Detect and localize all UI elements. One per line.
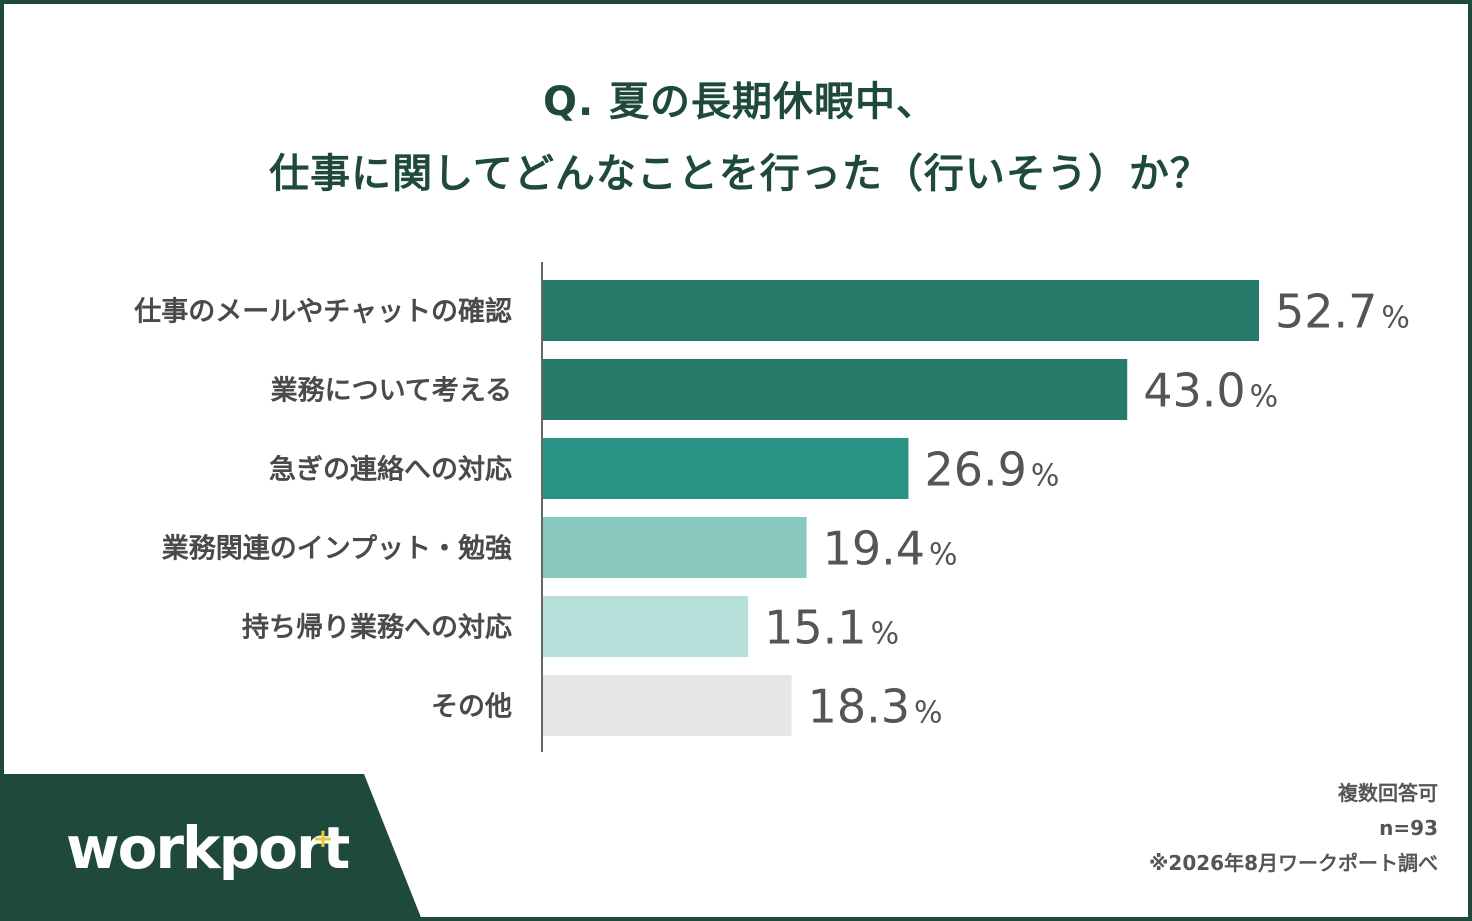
- note-sample-size: n=93: [1379, 816, 1438, 840]
- value-label-6: 18.3%: [808, 680, 943, 734]
- logo-background: [4, 774, 424, 917]
- category-label-5: 持ち帰り業務への対応: [242, 612, 512, 644]
- note-multiple-answers: 複数回答可: [1338, 781, 1438, 805]
- bar-5: [543, 596, 749, 657]
- title-line-2: 仕事に関してどんなことを行った（行いそう）か？: [269, 151, 1211, 197]
- workport-logo: workport: [66, 814, 350, 882]
- bar-2: [543, 359, 1128, 420]
- chart-title: Q. 夏の長期休暇中、 仕事に関してどんなことを行った（行いそう）か？: [4, 66, 1468, 210]
- value-label-3: 26.9%: [924, 443, 1059, 497]
- bar-6: [543, 675, 792, 736]
- value-label-2: 43.0%: [1143, 364, 1278, 418]
- value-label-4: 19.4%: [823, 522, 958, 576]
- category-label-1: 仕事のメールやチャットの確認: [133, 296, 512, 328]
- value-label-1: 52.7%: [1275, 285, 1410, 339]
- category-label-6: その他: [431, 692, 512, 723]
- value-label-5: 15.1%: [764, 601, 899, 655]
- bar-4: [543, 517, 807, 578]
- title-line-1: Q. 夏の長期休暇中、: [542, 79, 938, 125]
- bar-1: [543, 280, 1259, 341]
- note-survey-source: ※2026年8月ワークポート調べ: [1148, 851, 1438, 875]
- bar-chart: 仕事のメールやチャットの確認 52.7 % 業務について考える 43.0 % 急ぎの連絡への…: [133, 262, 1410, 752]
- category-label-2: 業務について考える: [271, 376, 512, 407]
- category-label-3: 急ぎの連絡への対応: [269, 454, 512, 486]
- category-label-4: 業務関連のインプット・勉強: [162, 534, 512, 565]
- logo-plus-mark: +: [312, 824, 334, 854]
- bar-3: [543, 438, 909, 499]
